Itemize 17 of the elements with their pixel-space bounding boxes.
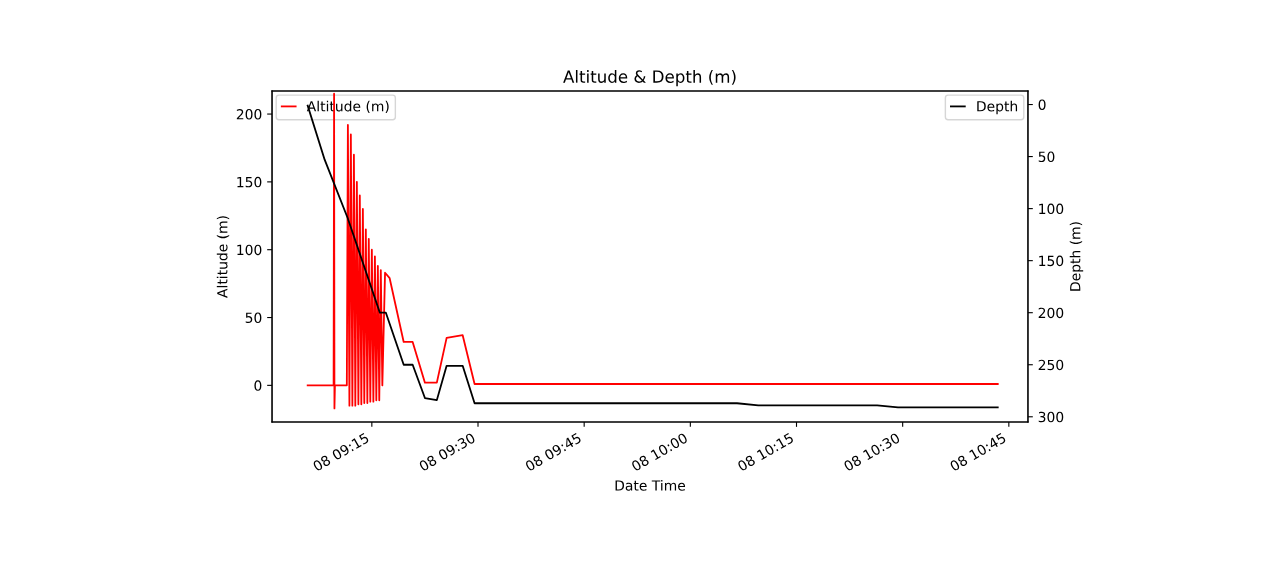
y-tick-label: 0 — [254, 380, 262, 391]
y2-tick-label: 0 — [1038, 99, 1046, 110]
y2-tick-label: 250 — [1038, 359, 1064, 371]
y2-tick-label: 200 — [1038, 307, 1064, 319]
x-axis-title: Date Time — [615, 479, 686, 491]
y2-tick-label: 100 — [1039, 203, 1064, 215]
y2-tick-label: 50 — [1038, 151, 1055, 163]
y2-axis-title: Depth (m) — [1069, 222, 1084, 291]
y-axis-title: Altitude (m) — [216, 216, 230, 298]
y-tick-label: 200 — [236, 109, 262, 120]
y-tick-label: 100 — [237, 244, 262, 256]
y2-tick-label: 150 — [1039, 255, 1064, 267]
legend-label: Depth — [977, 100, 1018, 115]
y-tick-label: 150 — [237, 176, 262, 188]
y2-tick-label: 300 — [1038, 411, 1064, 423]
y-tick-label: 50 — [245, 312, 262, 324]
chart-title: Altitude & Depth (m) — [563, 70, 736, 87]
